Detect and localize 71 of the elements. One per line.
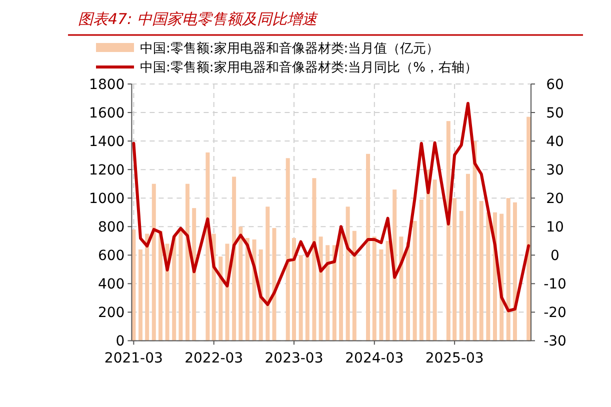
bar (326, 245, 330, 341)
x-tick-label: 2024-03 (345, 350, 404, 367)
y-tick-label: 1200 (89, 162, 125, 178)
x-tick-label: 2023-03 (264, 350, 324, 367)
bar (526, 116, 531, 341)
bar (366, 154, 370, 341)
bar (412, 220, 417, 341)
y2-tick-label: -30 (544, 334, 566, 350)
bar (352, 230, 356, 341)
bar (346, 206, 350, 341)
bar (232, 176, 236, 341)
x-tick-label: 2022-03 (184, 350, 244, 367)
bar (266, 206, 270, 341)
y-tick-label: 1800 (89, 76, 125, 93)
x-tick-label: 2021-03 (104, 350, 163, 367)
bar (172, 236, 176, 341)
bar (312, 178, 316, 341)
bar (506, 198, 510, 341)
y-tick-label: 1400 (89, 134, 125, 150)
bar (479, 200, 484, 341)
bar (272, 228, 276, 341)
bar (406, 242, 410, 341)
bar (286, 158, 290, 341)
bar (245, 238, 250, 341)
bar (386, 240, 390, 341)
y2-tick-label: -20 (544, 305, 566, 322)
bar (339, 232, 344, 341)
bar (318, 236, 323, 341)
y2-tick-label: 0 (550, 248, 560, 264)
y-tick-label: 1600 (89, 105, 125, 122)
x-tick-label: 2025-03 (425, 350, 484, 367)
y2-tick-label: 10 (546, 220, 564, 236)
y-tick-label: 200 (98, 305, 125, 322)
legend-label: 中国:零售额:家用电器和音像器材类:当月同比（%，右轴） (140, 60, 478, 76)
bar (238, 226, 243, 341)
bar (145, 234, 150, 341)
bar (486, 212, 490, 341)
y-tick-label: 400 (98, 276, 125, 293)
bar (298, 255, 303, 341)
bar (138, 249, 142, 341)
bar (419, 200, 424, 341)
y2-tick-label: -10 (544, 276, 566, 293)
y-tick-label: 1000 (89, 190, 125, 207)
bar (466, 174, 470, 341)
bar (512, 202, 517, 341)
y2-tick-label: 20 (546, 190, 564, 207)
bar (158, 230, 162, 341)
bar (192, 208, 196, 341)
bar (432, 180, 437, 341)
bar (459, 210, 464, 341)
y2-tick-label: 50 (546, 105, 564, 122)
bar (372, 236, 376, 341)
y2-tick-label: 60 (546, 76, 564, 93)
y-tick-label: 600 (98, 248, 125, 264)
bar (218, 256, 223, 341)
y-tick-label: 0 (116, 334, 125, 350)
y2-tick-label: 30 (546, 162, 564, 178)
line-series (132, 102, 530, 312)
bar (379, 249, 384, 341)
bar (452, 198, 457, 341)
legend-label: 中国:零售额:家用电器和音像器材类:当月值（亿元） (140, 40, 440, 57)
y2-tick-label: 40 (546, 134, 564, 150)
bar (292, 238, 296, 341)
bar (472, 141, 477, 341)
bar (178, 228, 183, 341)
y-tick-label: 800 (98, 220, 125, 236)
bar (399, 236, 404, 341)
bar (206, 152, 210, 341)
bar (185, 184, 190, 341)
bar (152, 184, 156, 341)
chart-title: 图表47: 中国家电零售额及同比增速 (78, 10, 319, 28)
